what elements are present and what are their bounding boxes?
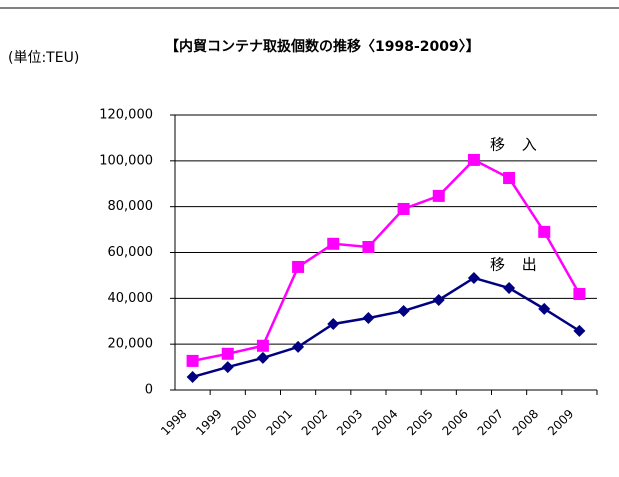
marker — [327, 318, 340, 330]
series-label: 移 出 — [490, 256, 543, 274]
marker — [186, 354, 199, 367]
marker — [221, 347, 234, 360]
marker — [186, 370, 199, 383]
y-tick-label: 20,000 — [108, 337, 154, 352]
unit-label: (単位:TEU) — [8, 50, 79, 66]
x-tick-label: 2007 — [475, 407, 506, 438]
marker — [538, 225, 551, 238]
y-tick-label: 60,000 — [108, 245, 154, 260]
x-tick-label: 2004 — [369, 407, 400, 438]
marker — [538, 302, 551, 315]
marker — [362, 241, 375, 253]
x-tick-label: 2002 — [299, 407, 330, 438]
x-tick-label: 1998 — [158, 407, 189, 438]
series-line — [192, 276, 581, 379]
x-tick-label: 2001 — [264, 407, 295, 438]
marker — [256, 351, 269, 364]
x-tick-label: 2006 — [439, 407, 470, 438]
marker — [432, 293, 445, 306]
marker — [362, 312, 375, 325]
y-tick-label: 100,000 — [99, 153, 153, 168]
x-tick-label: 2000 — [228, 407, 259, 438]
marker — [432, 189, 445, 202]
marker — [503, 282, 516, 295]
marker — [397, 202, 410, 215]
marker — [467, 153, 480, 166]
marker — [503, 172, 516, 185]
x-tick-label: 2009 — [545, 407, 576, 438]
y-tick-label: 40,000 — [108, 291, 154, 306]
y-tick-label: 80,000 — [108, 199, 154, 214]
x-tick-label: 2003 — [334, 407, 365, 438]
x-tick-label: 2008 — [510, 407, 541, 438]
y-tick-label: 0 — [145, 383, 153, 398]
y-tick-label: 120,000 — [99, 108, 153, 123]
marker — [573, 287, 586, 300]
marker — [292, 260, 305, 273]
x-tick-label: 2005 — [404, 407, 435, 438]
marker — [397, 304, 410, 317]
chart-title: 【内貿コンテナ取扱個数の推移〈1998-2009〉】 — [165, 38, 480, 55]
x-tick-label: 1999 — [193, 407, 224, 438]
series-label: 移 入 — [490, 136, 543, 154]
marker — [221, 361, 234, 374]
marker — [573, 324, 586, 337]
marker — [292, 340, 305, 353]
marker — [256, 339, 269, 352]
marker — [327, 237, 340, 250]
marker — [467, 271, 480, 284]
